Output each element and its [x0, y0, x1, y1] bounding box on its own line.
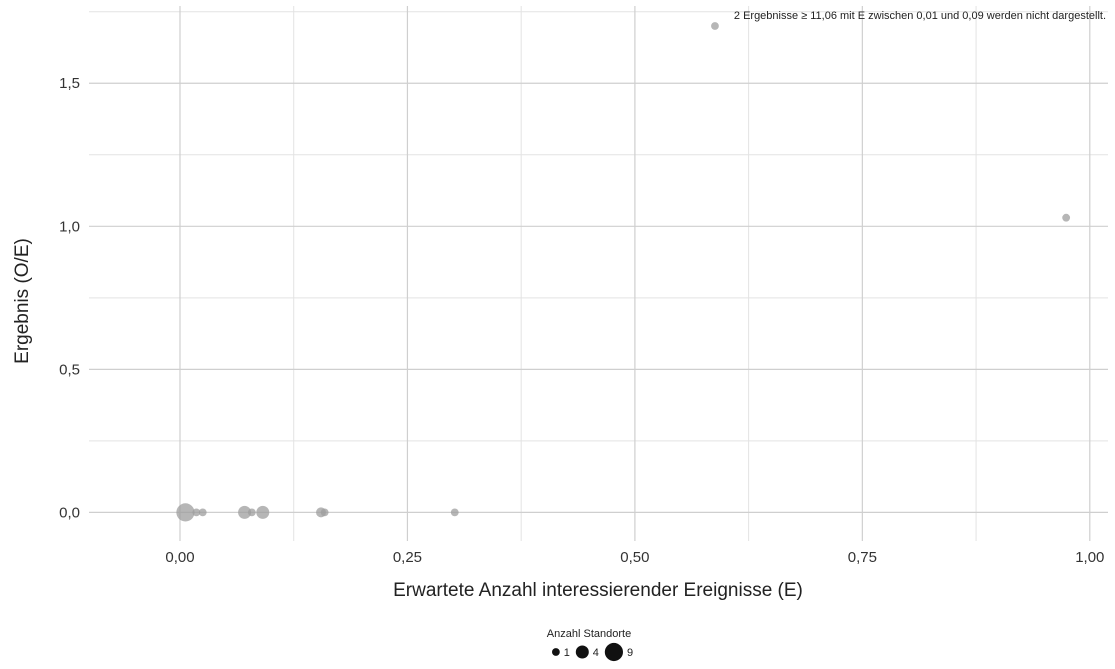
data-point	[238, 505, 252, 519]
legend-label: 4	[593, 647, 599, 659]
data-point	[1062, 213, 1071, 222]
data-point	[320, 508, 329, 517]
data-point	[247, 508, 256, 517]
x-tick-label: 0,00	[165, 549, 194, 566]
x-tick-label: 1,00	[1075, 549, 1104, 566]
y-tick-label: 1,5	[59, 75, 80, 92]
legend-marker	[552, 648, 560, 656]
y-axis-ticks: 0,0 0,5 1,0 1,5	[59, 75, 80, 521]
x-tick-label: 0,25	[393, 549, 422, 566]
legend: 1 4 9	[552, 642, 633, 662]
x-axis-ticks: 0,00 0,25 0,50 0,75 1,00	[165, 549, 1104, 566]
data-point	[711, 22, 719, 30]
data-point	[256, 505, 270, 519]
grid-minor	[89, 6, 1108, 541]
grid-major	[89, 6, 1108, 541]
legend-marker	[575, 645, 589, 659]
chart-annotation: 2 Ergebnisse ≥ 11,06 mit E zwischen 0,01…	[734, 10, 1106, 22]
y-tick-label: 0,5	[59, 361, 80, 378]
legend-label: 9	[627, 647, 633, 659]
x-tick-label: 0,50	[620, 549, 649, 566]
legend-label: 1	[564, 647, 570, 659]
x-axis-label: Erwartete Anzahl interessierender Ereign…	[393, 580, 803, 601]
legend-title: Anzahl Standorte	[547, 628, 631, 640]
x-tick-label: 0,75	[848, 549, 877, 566]
data-point	[450, 508, 459, 517]
data-point	[198, 508, 207, 517]
data-point	[192, 508, 201, 517]
y-tick-label: 0,0	[59, 504, 80, 521]
data-points	[176, 22, 1071, 522]
y-tick-label: 1,0	[59, 218, 80, 235]
y-axis-label: Ergebnis (O/E)	[12, 238, 33, 364]
data-point	[176, 503, 195, 522]
legend-marker	[604, 642, 624, 662]
